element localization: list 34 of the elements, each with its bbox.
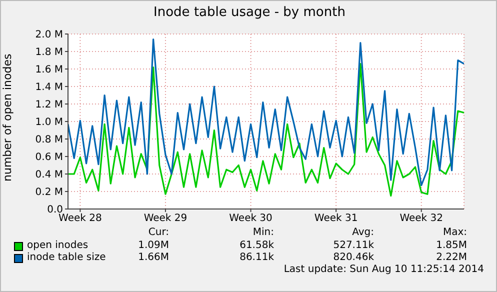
line-series [68, 62, 464, 197]
line-series [68, 38, 464, 186]
text: 1.09M [138, 240, 169, 251]
text: Max: [442, 227, 467, 238]
y-tick-label: 1.2 M [35, 100, 63, 111]
x-tick-label: Week 29 [144, 213, 188, 224]
x-tick-label: Week 32 [400, 213, 444, 224]
text: 527.11k [333, 240, 374, 251]
legend-label: open inodes [27, 240, 88, 251]
y-axis-title: number of open inodes [0, 54, 14, 182]
text: Last update: Sun Aug 10 11:25:14 2014 [282, 264, 485, 275]
y-tick-label: 1.8 M [35, 47, 63, 58]
x-tick-label: Week 30 [229, 213, 272, 224]
y-tick-label: 1.6 M [35, 64, 63, 76]
text: Avg: [352, 227, 374, 238]
text: 2.22M [436, 252, 467, 263]
text: 1.66M [138, 252, 169, 263]
y-tick-label: 1.0 M [35, 117, 63, 128]
text: Cur: [148, 227, 169, 238]
chart-title: Inode table usage - by month [152, 5, 346, 20]
y-tick-label: 0.2 M [35, 187, 63, 198]
y-tick-label: 2.0 M [35, 30, 63, 41]
x-tick-label: Week 28 [58, 213, 102, 224]
text: 86.11k [240, 252, 274, 263]
text: Min: [252, 227, 274, 238]
text: 1.85M [436, 240, 467, 251]
y-tick-label: 1.4 M [35, 82, 63, 94]
y-tick-label: 0.4 M [35, 170, 63, 181]
y-tick-label: 0.6 M [35, 152, 63, 164]
text: 820.46k [333, 252, 374, 263]
legend-label: inode table size [27, 252, 106, 263]
x-tick-label: Week 31 [314, 213, 358, 224]
text: 61.58k [240, 240, 274, 251]
y-tick-label: 0.8 M [35, 134, 63, 146]
